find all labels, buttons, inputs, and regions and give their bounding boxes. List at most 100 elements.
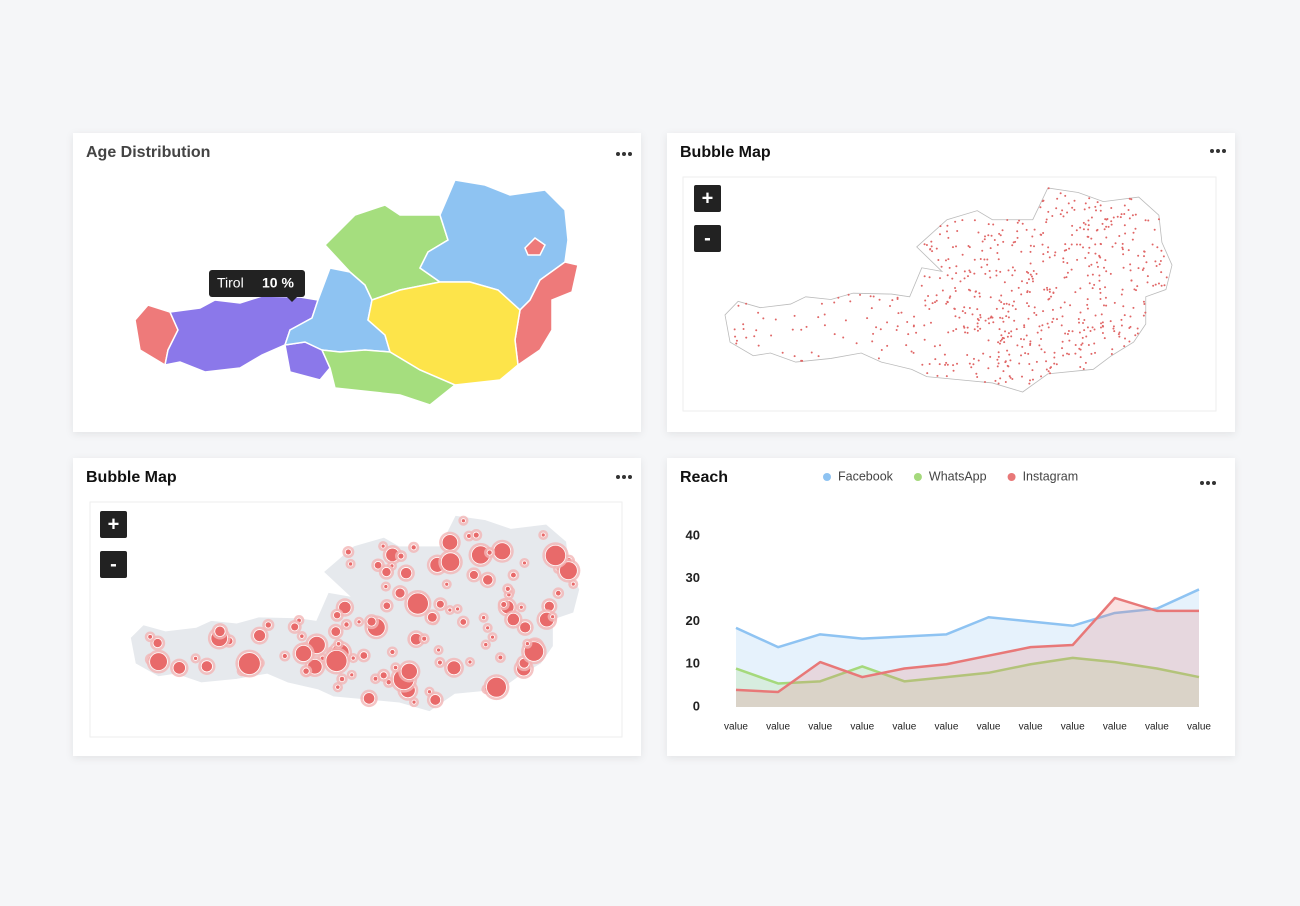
region[interactable] bbox=[514, 261, 579, 367]
map-dot bbox=[1071, 330, 1074, 333]
map-dot bbox=[1079, 366, 1082, 369]
map-dot bbox=[1016, 236, 1019, 239]
bubble bbox=[544, 544, 567, 567]
map-dot bbox=[988, 322, 991, 325]
map-dot bbox=[1128, 340, 1131, 343]
map-dot bbox=[1122, 266, 1125, 269]
map-dot bbox=[1087, 228, 1090, 231]
map-dot bbox=[1100, 313, 1103, 316]
map-dot bbox=[800, 359, 803, 362]
map-dot bbox=[1088, 265, 1091, 268]
region[interactable] bbox=[367, 281, 521, 386]
bubble bbox=[510, 571, 517, 579]
bubble bbox=[427, 612, 438, 623]
button-label[interactable]: - bbox=[704, 227, 711, 249]
map-dot bbox=[886, 344, 889, 347]
map-dot bbox=[997, 351, 1000, 354]
map-dot bbox=[1031, 277, 1034, 280]
bubble bbox=[436, 647, 441, 653]
map-dot bbox=[1096, 261, 1099, 264]
map-dot bbox=[1045, 368, 1048, 371]
bubble bbox=[394, 587, 406, 599]
map-dot bbox=[1162, 255, 1165, 258]
map-dot bbox=[979, 257, 982, 260]
map-dot bbox=[1049, 372, 1052, 375]
zoom-in-button[interactable]: + bbox=[694, 185, 721, 212]
map-dot bbox=[1136, 327, 1139, 330]
map-dot bbox=[1134, 227, 1137, 230]
bubble bbox=[490, 634, 495, 640]
map-dot bbox=[1036, 331, 1039, 334]
map-dot bbox=[1055, 207, 1058, 210]
menu-icon[interactable] bbox=[1200, 481, 1216, 485]
map-dot bbox=[947, 258, 950, 261]
map-dot bbox=[1143, 302, 1146, 305]
map-dot bbox=[878, 298, 881, 301]
map-dot bbox=[998, 328, 1001, 331]
legend-marker bbox=[913, 473, 922, 481]
map-dot bbox=[1121, 248, 1124, 251]
legend-marker bbox=[1007, 473, 1016, 481]
map-dot bbox=[1003, 341, 1006, 344]
button-label[interactable]: + bbox=[108, 513, 120, 535]
zoom-in-button[interactable]: + bbox=[100, 511, 127, 538]
map-dot bbox=[1008, 353, 1011, 356]
map-dot bbox=[1011, 304, 1014, 307]
map-dot bbox=[1130, 279, 1133, 282]
map-dot bbox=[953, 307, 956, 310]
map-dot bbox=[1062, 354, 1065, 357]
map-dot bbox=[1006, 335, 1009, 338]
map-dot bbox=[983, 258, 986, 261]
menu-icon[interactable] bbox=[1210, 149, 1226, 153]
map-dot bbox=[1102, 304, 1105, 307]
map-dot bbox=[1074, 352, 1077, 355]
bubble bbox=[335, 684, 341, 690]
map-dot bbox=[1084, 257, 1087, 260]
map-dot bbox=[976, 322, 979, 325]
bubble bbox=[362, 692, 376, 705]
bubble bbox=[493, 542, 512, 561]
map-dot bbox=[1035, 272, 1038, 275]
map-dot bbox=[1090, 237, 1093, 240]
zoom-out-button[interactable]: - bbox=[694, 225, 721, 252]
map-dot bbox=[1096, 201, 1099, 204]
map-dot bbox=[1051, 214, 1054, 217]
bubble bbox=[429, 694, 442, 706]
bubble bbox=[343, 621, 350, 628]
map-dot bbox=[1117, 333, 1120, 336]
map-dot bbox=[847, 293, 850, 296]
map-dot bbox=[872, 295, 875, 298]
button-label[interactable]: - bbox=[110, 553, 117, 575]
map-dot bbox=[1165, 276, 1168, 279]
map-dot bbox=[1025, 228, 1028, 231]
map-dot bbox=[1073, 199, 1076, 202]
map-dot bbox=[1099, 297, 1102, 300]
map-dot bbox=[1083, 319, 1086, 322]
bubble bbox=[152, 638, 163, 649]
menu-icon[interactable] bbox=[616, 152, 632, 156]
bubble bbox=[467, 659, 473, 665]
map-dot bbox=[939, 225, 942, 228]
map-dot bbox=[1016, 344, 1019, 347]
bubble bbox=[359, 651, 369, 660]
map-dot bbox=[954, 220, 957, 223]
map-frame bbox=[682, 176, 1217, 412]
map-dot bbox=[989, 247, 992, 250]
map-dot bbox=[1029, 244, 1032, 247]
zoom-out-button[interactable]: - bbox=[100, 551, 127, 578]
region[interactable] bbox=[320, 349, 457, 406]
button-label[interactable]: + bbox=[702, 187, 714, 209]
map-dot bbox=[745, 302, 748, 305]
map-dot bbox=[1127, 249, 1130, 252]
region[interactable] bbox=[524, 237, 546, 256]
legend-label: Facebook bbox=[838, 469, 894, 483]
menu-icon[interactable] bbox=[616, 475, 632, 479]
map-dot bbox=[1143, 255, 1146, 258]
map-dot bbox=[945, 375, 948, 378]
map-dot bbox=[855, 342, 858, 345]
map-dot bbox=[1070, 243, 1073, 246]
y-tick-label: 40 bbox=[686, 527, 700, 542]
map-dot bbox=[1099, 256, 1102, 259]
map-dot bbox=[820, 302, 823, 305]
map-dot bbox=[1051, 321, 1054, 324]
